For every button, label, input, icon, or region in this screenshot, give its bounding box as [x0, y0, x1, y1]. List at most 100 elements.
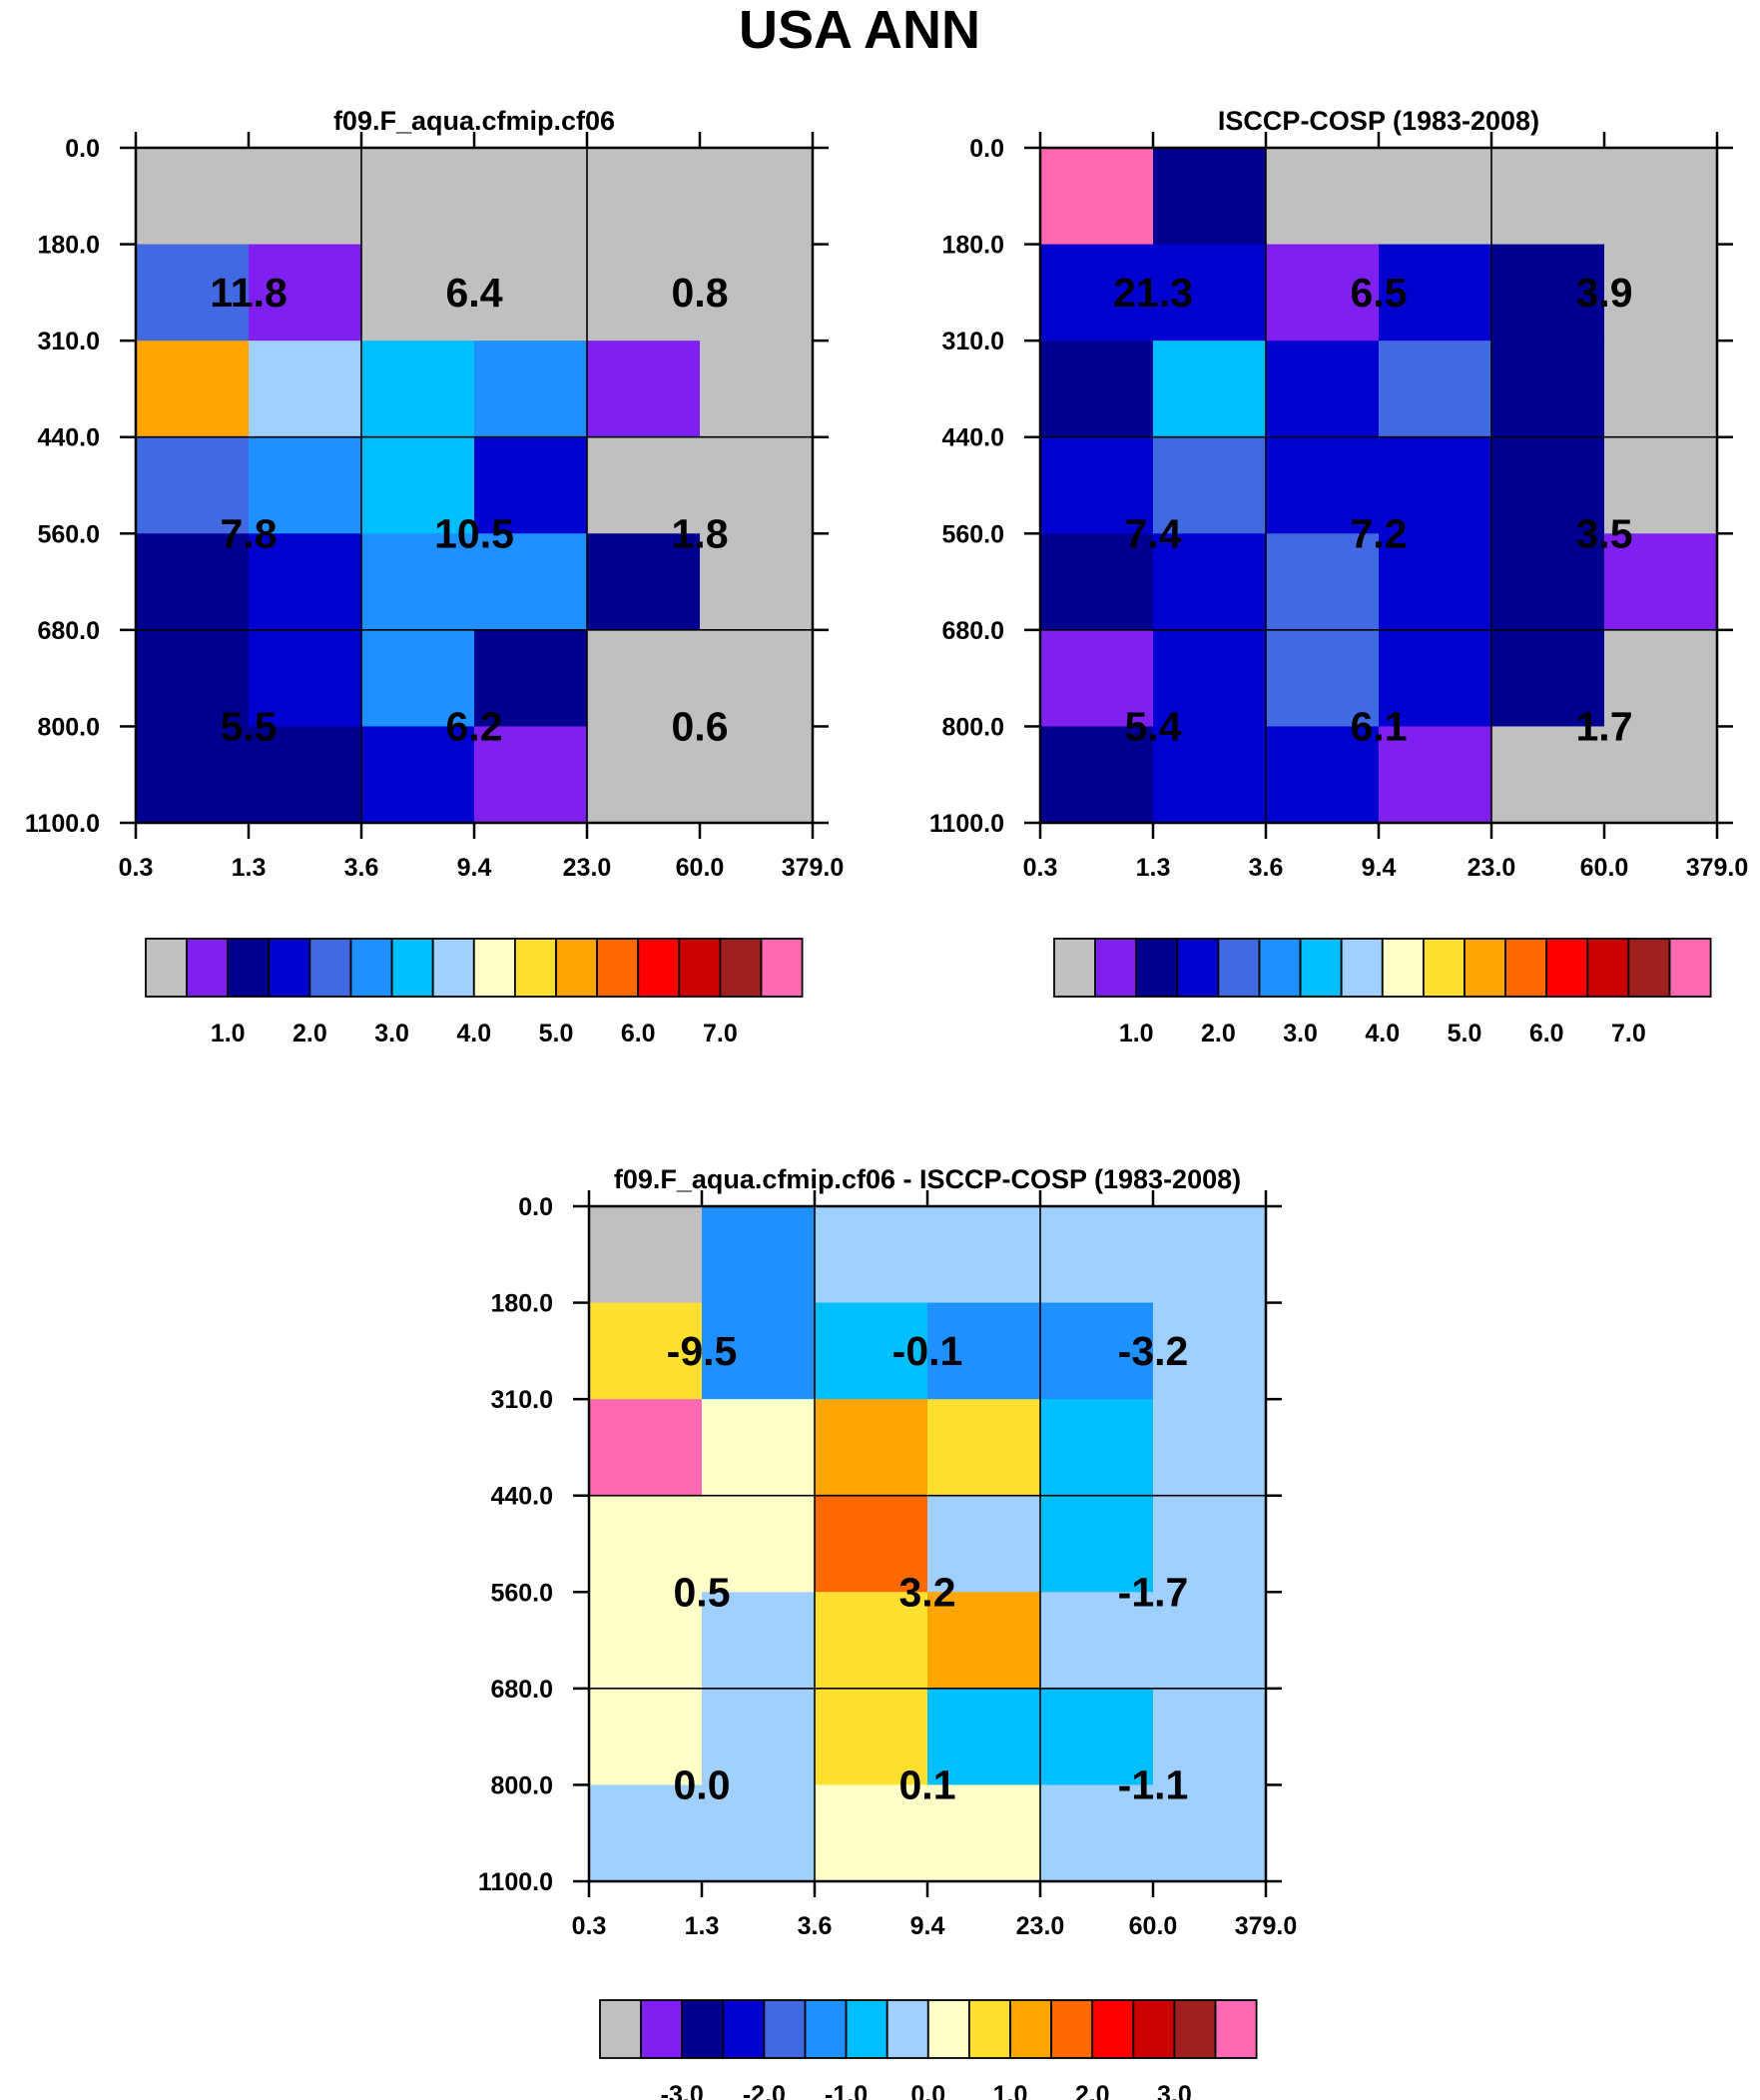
- data-label: 0.5: [674, 1569, 731, 1615]
- y-tick-label: 440.0: [37, 424, 100, 452]
- heatmap-observations: ISCCP-COSP (1983-2008) 0.0 180.0 310.0 440.0…: [929, 106, 1748, 882]
- heatmap-cell: [1040, 629, 1154, 728]
- colorbar-swatch: [1173, 1999, 1217, 2059]
- heatmap-cell: [361, 148, 475, 246]
- colorbar-swatch: [599, 1999, 642, 2059]
- y-tick-label: 680.0: [37, 617, 100, 645]
- heatmap-cell: [589, 1688, 703, 1786]
- colorbar-swatch: [1381, 938, 1425, 998]
- x-tick-label: 3.6: [1249, 854, 1284, 882]
- heatmap-cell: [1604, 148, 1718, 246]
- heatmap-cell: [136, 629, 250, 728]
- heatmap-cell: [700, 341, 814, 438]
- heatmap-cell: [589, 1399, 703, 1497]
- heatmap-cell: [1153, 629, 1267, 728]
- colorbar-label: 3.0: [1283, 1020, 1318, 1048]
- colorbar-label: 3.0: [1157, 2081, 1192, 2100]
- heatmap-cell: [1604, 436, 1718, 534]
- data-label: 5.5: [221, 703, 278, 749]
- data-label: 7.2: [1351, 510, 1408, 556]
- data-label: 3.2: [899, 1569, 956, 1615]
- colorbar-label: 4.0: [456, 1020, 491, 1048]
- y-tick-label: 310.0: [37, 328, 100, 355]
- colorbar-swatch: [227, 938, 271, 998]
- heatmap-cell: [1379, 726, 1492, 824]
- heatmap-cell: [702, 1688, 816, 1786]
- heatmap-cell: [474, 436, 588, 534]
- heatmap-cell: [474, 533, 588, 631]
- y-tick-label: 800.0: [490, 1771, 553, 1799]
- y-tick-label: 800.0: [941, 713, 1004, 741]
- colorbar-swatch: [1504, 938, 1548, 998]
- heatmap-cell: [587, 629, 701, 728]
- heatmap-cell: [136, 148, 250, 246]
- x-tick-label: 0.3: [119, 854, 154, 882]
- colorbar-label: 4.0: [1365, 1020, 1400, 1048]
- colorbar-swatch: [1132, 1999, 1176, 2059]
- heatmap-cell: [1604, 533, 1718, 631]
- data-label: -1.1: [1118, 1761, 1189, 1807]
- heatmap-cell: [1379, 244, 1492, 342]
- y-tick-label: 680.0: [941, 617, 1004, 645]
- colorbar-swatch: [1135, 938, 1179, 998]
- x-tick-label: 379.0: [782, 854, 845, 882]
- heatmap-cell: [702, 1399, 816, 1497]
- heatmap-cell: [1153, 1592, 1267, 1690]
- colorbar-swatch: [1423, 938, 1466, 998]
- colorbar-swatch: [390, 938, 434, 998]
- x-tick-label: 60.0: [1580, 854, 1629, 882]
- colorbar-swatch: [763, 1999, 807, 2059]
- y-tick-label: 180.0: [490, 1290, 553, 1318]
- colorbar-swatch: [1217, 938, 1261, 998]
- heatmap-cell: [361, 436, 475, 534]
- colorbar-swatch: [186, 938, 230, 998]
- heatmap-cell: [249, 726, 362, 824]
- colorbar-swatch: [1091, 1999, 1135, 2059]
- heatmap-cell: [361, 341, 475, 438]
- colorbar-label: 1.0: [993, 2081, 1028, 2100]
- heatmap-cell: [1153, 1688, 1267, 1786]
- colorbar-swatch: [637, 938, 681, 998]
- colorbar-swatch: [1050, 1999, 1094, 2059]
- heatmap-cell: [474, 244, 588, 342]
- heatmap-cell: [1040, 1399, 1154, 1497]
- heatmap-cell: [1491, 244, 1605, 342]
- x-tick-label: 379.0: [1235, 1912, 1298, 1940]
- x-tick-label: 0.3: [1023, 854, 1058, 882]
- heatmap-cell: [700, 629, 814, 728]
- heatmap-cell: [1491, 629, 1605, 728]
- heatmap-cell: [1040, 1688, 1154, 1786]
- data-label: 10.5: [434, 510, 514, 556]
- heatmap-cell: [1266, 148, 1380, 246]
- colorbar-swatch: [1545, 938, 1589, 998]
- colorbar-label: -2.0: [743, 2081, 786, 2100]
- y-tick-label: 180.0: [37, 232, 100, 260]
- heatmap-cell: [589, 1206, 703, 1304]
- heatmap-cell: [702, 1784, 816, 1882]
- colorbar-swatch: [1214, 1999, 1258, 2059]
- heatmap-cell: [700, 436, 814, 534]
- heatmap-cell: [700, 726, 814, 824]
- heatmap-cell: [1040, 533, 1154, 631]
- chart-title: f09.F_aqua.cfmip.cf06: [333, 106, 615, 136]
- colorbar-swatch: [968, 1999, 1011, 2059]
- heatmap-difference: f09.F_aqua.cfmip.cf06 - ISCCP-COSP (1983…: [478, 1164, 1297, 1940]
- heatmap-cell: [589, 1784, 703, 1882]
- heatmap-cell: [1379, 436, 1492, 534]
- heatmap-cell: [587, 533, 701, 631]
- heatmap-cell: [1040, 244, 1154, 342]
- heatmap-cell: [700, 148, 814, 246]
- heatmap-cell: [249, 148, 362, 246]
- heatmap-cell: [1266, 436, 1380, 534]
- heatmap-cell: [927, 1784, 1041, 1882]
- colorbar-label: 6.0: [1529, 1020, 1564, 1048]
- y-tick-label: 1100.0: [929, 810, 1004, 838]
- colorbar-swatch: [1668, 938, 1712, 998]
- heatmap-cell: [1491, 436, 1605, 534]
- heatmap-cell: [1491, 341, 1605, 438]
- y-tick-label: 800.0: [37, 713, 100, 741]
- heatmap-cell: [1266, 629, 1380, 728]
- heatmap-cell: [815, 1206, 928, 1304]
- heatmap-cell: [1604, 726, 1718, 824]
- heatmap-cell: [1604, 244, 1718, 342]
